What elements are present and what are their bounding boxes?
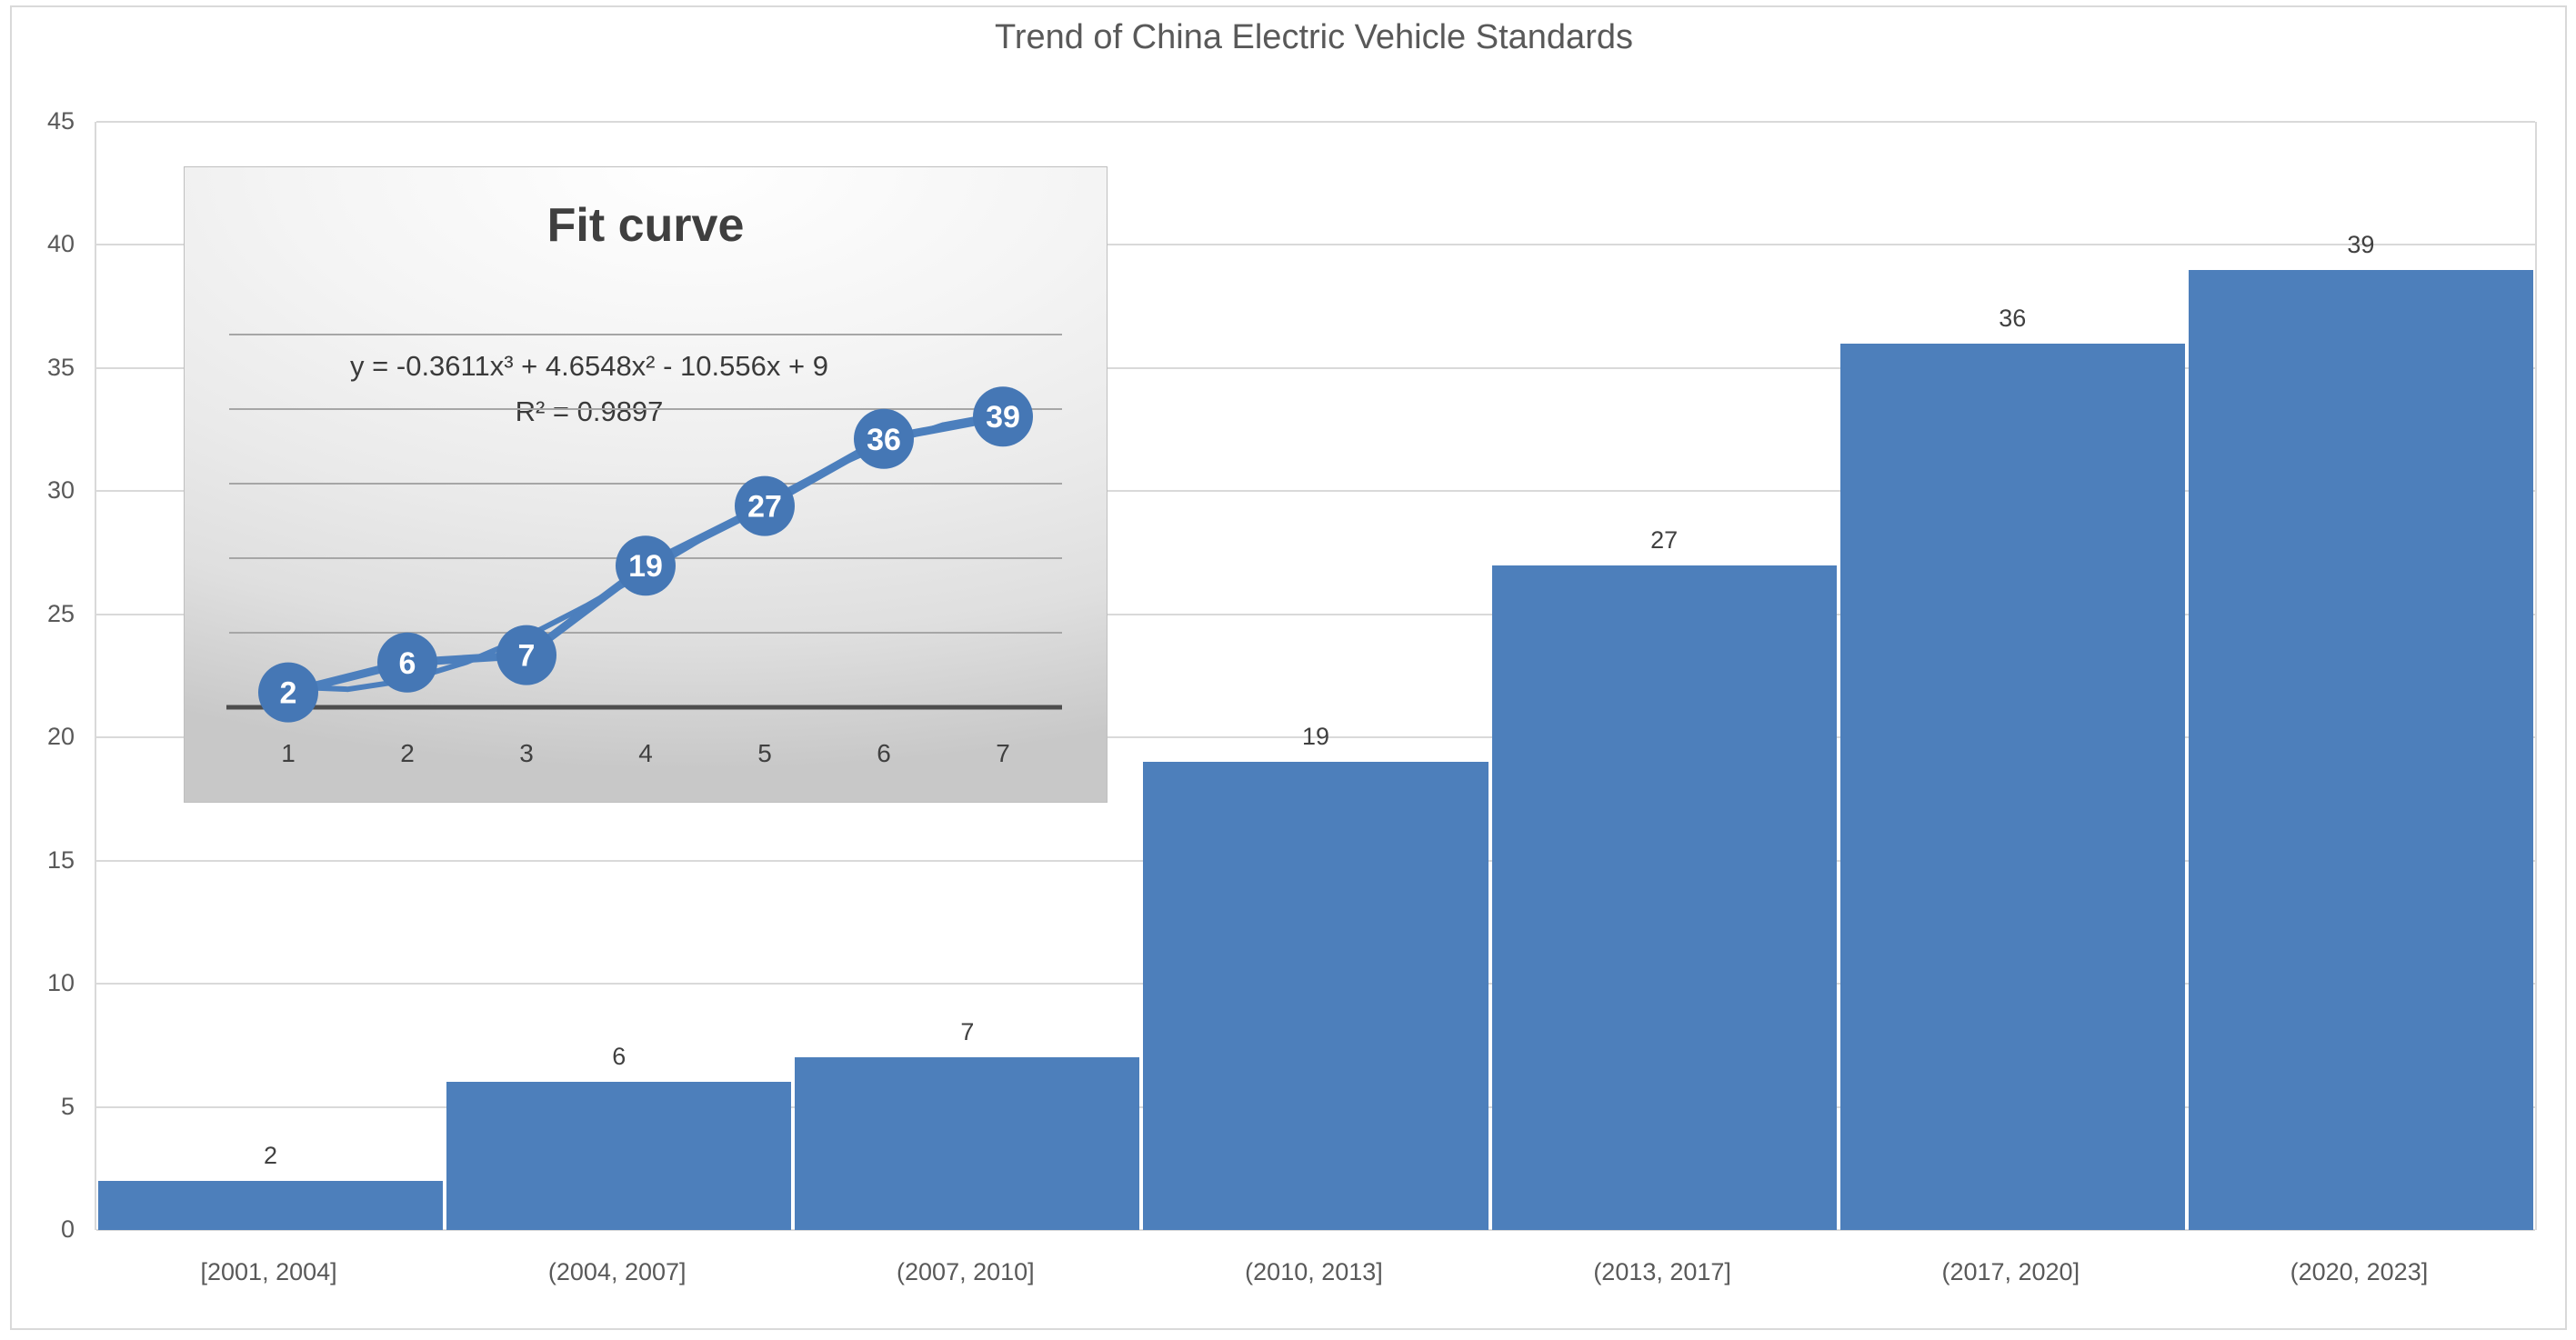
y-tick-label: 25: [46, 599, 75, 627]
bar: [2188, 269, 2533, 1230]
y-tick-label: 30: [46, 476, 75, 505]
data-point-marker: [258, 662, 318, 723]
gridline: [96, 244, 2535, 246]
y-tick-label: 0: [60, 1215, 75, 1243]
data-point-marker: [735, 475, 795, 536]
bar: [1491, 565, 1837, 1230]
data-point-marker: [377, 632, 437, 693]
data-point-marker: [496, 625, 556, 685]
x-category-label: (2017, 2020]: [1941, 1258, 2080, 1285]
bar-data-label: 6: [612, 1043, 626, 1071]
inset-x-tick-label: 3: [519, 739, 534, 767]
marker-value-label: 2: [280, 676, 297, 711]
x-category-label: (2004, 2007]: [547, 1258, 687, 1285]
x-category-label: (2007, 2010]: [897, 1258, 1035, 1285]
bar: [98, 1180, 444, 1230]
y-tick-label: 40: [46, 230, 75, 258]
bar-data-label: 36: [1999, 304, 2027, 332]
x-category-label: (2013, 2017]: [1593, 1258, 1731, 1285]
data-point-marker: [973, 386, 1033, 447]
gridline: [96, 736, 2535, 739]
bar-data-label: 27: [1650, 525, 1679, 554]
y-tick-label: 20: [46, 723, 75, 751]
inset-x-tick-label: 1: [281, 739, 296, 767]
marker-value-label: 36: [867, 423, 901, 457]
y-tick-label: 35: [46, 353, 75, 381]
inset-x-tick-label: 4: [638, 739, 653, 767]
plot-area: 2 6 7 19 27 36 39: [95, 121, 2537, 1231]
y-tick-label: 5: [60, 1092, 75, 1120]
x-category-label: (2010, 2013]: [1245, 1258, 1383, 1285]
x-axis: [2001, 2004] (2004, 2007] (2007, 2010] (201…: [95, 1258, 2533, 1286]
inset-x-tick-label: 2: [400, 739, 415, 767]
marker-value-label: 7: [518, 639, 536, 674]
marker-value-label: 39: [986, 400, 1020, 435]
bar: [446, 1082, 792, 1230]
bar-data-label: 7: [960, 1018, 975, 1046]
data-point-marker: [616, 535, 676, 596]
y-tick-label: 10: [46, 969, 75, 997]
bar: [795, 1057, 1140, 1230]
inset-chart-title: Fit curve: [546, 199, 745, 252]
x-category-label: (2020, 2023]: [2290, 1258, 2429, 1285]
gridline: [96, 490, 2535, 493]
fit-curve-plot: 2 6 7 19 27 36 39 1 2 3 4 5 6 7: [226, 334, 1062, 767]
bar: [1143, 762, 1488, 1230]
bar-data-label: 39: [2347, 230, 2375, 258]
gridline: [96, 613, 2535, 615]
y-tick-label: 45: [46, 107, 75, 135]
marker-value-label: 27: [747, 490, 782, 525]
gridline: [96, 1229, 2535, 1231]
inset-x-tick-label: 7: [996, 739, 1010, 767]
r-squared-value: R² = 0.9897: [515, 395, 664, 427]
data-point-marker: [854, 408, 914, 469]
inset-x-tick-label: 6: [877, 739, 891, 767]
gridline: [96, 121, 2535, 123]
chart-title: Trend of China Electric Vehicle Standard…: [995, 18, 1633, 56]
inset-x-tick-label: 5: [757, 739, 772, 767]
bar: [1839, 343, 2185, 1230]
bar-data-label: 19: [1301, 723, 1330, 751]
marker-value-label: 19: [628, 549, 663, 584]
x-category-label: [2001, 2004]: [200, 1258, 337, 1285]
fit-curve-inset: Fit curve y = -0.3611x³ + 4.6548x² - 10.…: [184, 166, 1108, 803]
gridline: [96, 366, 2535, 369]
trendline-equation: y = -0.3611x³ + 4.6548x² - 10.556x + 9: [350, 350, 828, 382]
marker-value-label: 6: [399, 646, 416, 681]
trendline-annotation: y = -0.3611x³ + 4.6548x² - 10.556x + 9 R…: [239, 344, 939, 435]
bar-data-label: 2: [264, 1141, 278, 1169]
y-tick-label: 15: [46, 845, 75, 874]
